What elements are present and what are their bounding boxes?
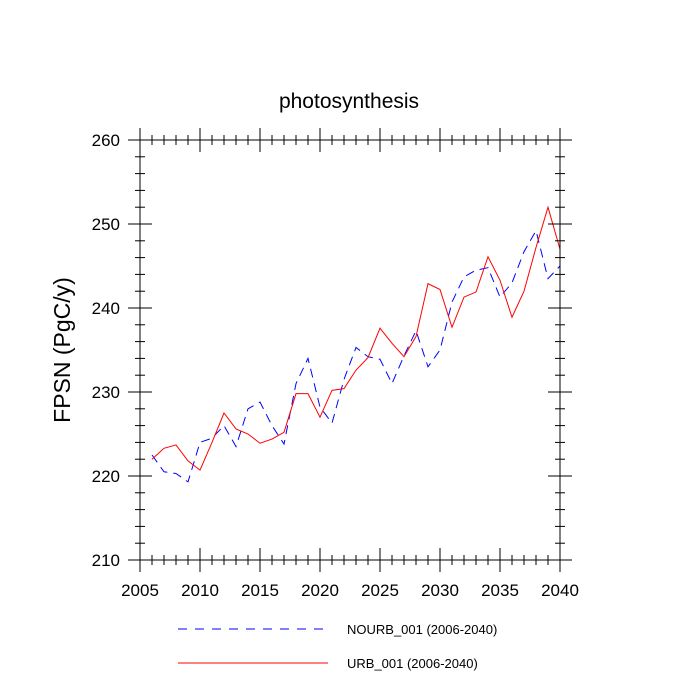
x-tick-label: 2035 — [481, 581, 519, 600]
series-line-1 — [151, 229, 561, 483]
y-tick-label: 230 — [92, 383, 120, 402]
x-tick-label: 2040 — [541, 581, 579, 600]
legend-label-2: URB_001 (2006-2040) — [347, 656, 478, 671]
y-tick-label: 240 — [92, 299, 120, 318]
x-tick-label: 2005 — [121, 581, 159, 600]
x-tick-label: 2010 — [181, 581, 219, 600]
ticks-layer: 2005 2010 2015 2020 2025 2030 2035 2040 210 220 23… — [92, 128, 579, 600]
legend: NOURB_001 (2006-2040) URB_001 (2006-2040) — [178, 622, 497, 671]
y-tick-label: 220 — [92, 467, 120, 486]
x-tick-label: 2015 — [241, 581, 279, 600]
y-tick-label: 210 — [92, 551, 120, 570]
legend-label-1: NOURB_001 (2006-2040) — [347, 622, 497, 637]
series-line-2 — [151, 205, 561, 471]
x-tick-label: 2030 — [421, 581, 459, 600]
x-tick-label: 2025 — [361, 581, 399, 600]
series-layer — [151, 205, 561, 483]
x-tick-label: 2020 — [301, 581, 339, 600]
y-axis-label: FPSN (PgC/y) — [49, 277, 75, 423]
y-tick-label: 260 — [92, 131, 120, 150]
y-tick-label: 250 — [92, 215, 120, 234]
chart-title: photosynthesis — [279, 90, 419, 113]
plot-frame — [139, 139, 561, 561]
